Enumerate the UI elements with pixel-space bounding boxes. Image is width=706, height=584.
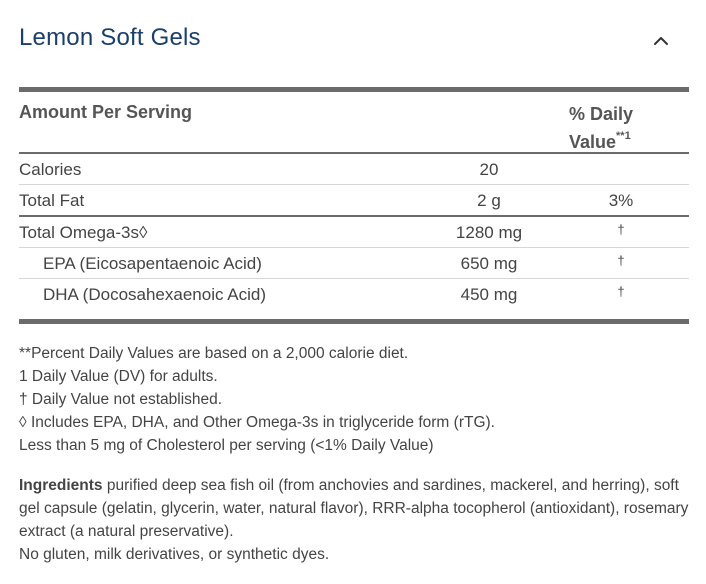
chevron-up-icon[interactable] (650, 30, 672, 52)
footnote: Less than 5 mg of Cholesterol per servin… (19, 437, 434, 454)
supplement-facts-table: Amount Per Serving % Daily Value**1 Calo… (19, 87, 689, 324)
table-top-rule (19, 87, 689, 92)
footnote: † Daily Value not established. (19, 391, 223, 408)
nutrient-daily-value: 3% (608, 191, 634, 210)
nutrient-name: Total Fat (19, 191, 85, 210)
footnote: ◊ Includes EPA, DHA, and Other Omega-3s … (19, 414, 495, 431)
table-bottom-rule (19, 319, 689, 324)
header-rule (19, 152, 689, 154)
footnotes: **Percent Daily Values are based on a 2,… (19, 342, 689, 457)
product-title: Lemon Soft Gels (19, 24, 201, 51)
ingredients-text: Ingredients purified deep sea fish oil (… (19, 474, 689, 543)
row-divider (19, 184, 689, 185)
table-row: Total Fat 2 g 3% (19, 185, 689, 215)
nutrient-name: Total Omega-3s◊ (19, 223, 148, 242)
row-divider (19, 215, 689, 217)
nutrient-name: EPA (Eicosapentaenoic Acid) (43, 254, 262, 273)
table-row: Total Omega-3s◊ 1280 mg † (19, 217, 689, 247)
accordion-header[interactable]: Lemon Soft Gels (19, 20, 689, 60)
nutrient-amount: 2 g (477, 191, 501, 210)
nutrient-amount: 650 mg (460, 254, 518, 273)
nutrient-daily-value: † (617, 222, 625, 237)
ingredients-list: purified deep sea fish oil (from anchovi… (19, 477, 689, 540)
table-row: EPA (Eicosapentaenoic Acid) 650 mg † (19, 248, 689, 278)
footnote: 1 Daily Value (DV) for adults. (19, 368, 218, 385)
column-header-amount: Amount Per Serving (19, 102, 193, 122)
table-row: Calories 20 (19, 154, 689, 184)
nutrient-amount: 1280 mg (455, 223, 523, 242)
nutrient-daily-value: † (617, 284, 625, 299)
nutrient-daily-value: † (617, 253, 625, 268)
table-row: DHA (Docosahexaenoic Acid) 450 mg † (19, 279, 689, 319)
free-from-statement: No gluten, milk derivatives, or syntheti… (19, 546, 330, 563)
daily-value-footnote-mark: **1 (616, 130, 631, 142)
row-divider (19, 247, 689, 248)
nutrient-name: DHA (Docosahexaenoic Acid) (43, 285, 267, 304)
ingredients-section: Ingredients purified deep sea fish oil (… (19, 474, 689, 566)
nutrient-name: Calories (19, 160, 82, 179)
column-header-daily-value: % Daily Value**1 (569, 104, 634, 152)
table-header: Amount Per Serving % Daily Value**1 (19, 92, 689, 152)
nutrient-amount: 450 mg (460, 285, 518, 304)
ingredients-label: Ingredients (19, 477, 103, 494)
footnote: **Percent Daily Values are based on a 2,… (19, 345, 409, 362)
row-divider (19, 278, 689, 279)
nutrient-amount: 20 (479, 160, 499, 179)
